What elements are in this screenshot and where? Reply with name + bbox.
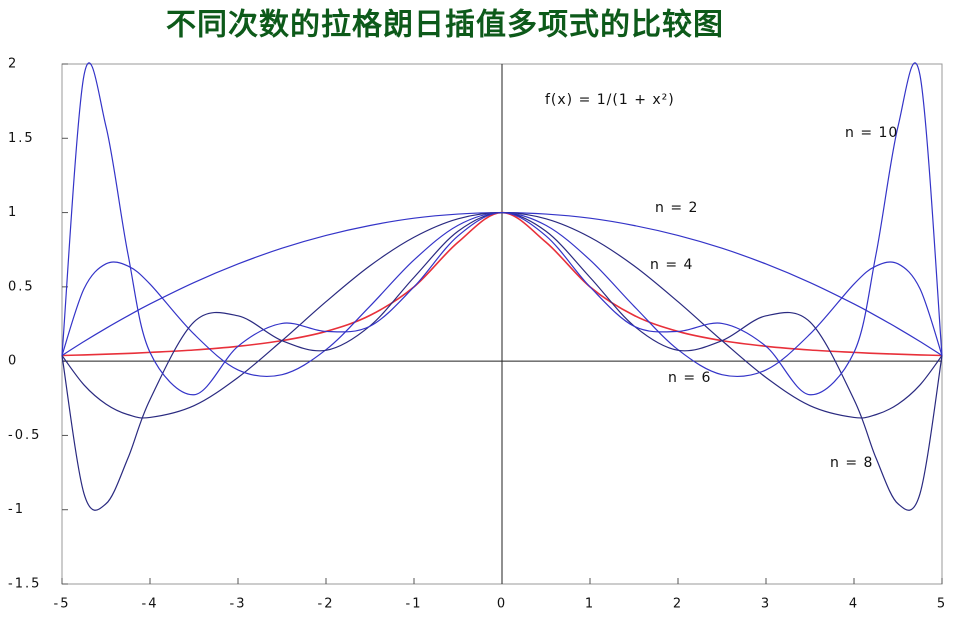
series-label: n = 4 xyxy=(650,257,693,273)
series-label: n = 2 xyxy=(655,200,698,216)
y-tick-label: -1.5 xyxy=(8,577,41,592)
x-tick-label: 5 xyxy=(937,597,947,612)
y-tick-label: 0.5 xyxy=(8,279,35,294)
x-tick-label: -2 xyxy=(318,597,335,612)
series-line xyxy=(61,62,943,396)
y-tick-label: -0.5 xyxy=(8,428,41,443)
x-tick-label: -5 xyxy=(54,597,71,612)
x-tick-label: -3 xyxy=(230,597,247,612)
x-tick-label: 3 xyxy=(761,597,771,612)
x-tick-label: -1 xyxy=(406,597,423,612)
series-label: f(x) = 1/(1 + x²) xyxy=(545,92,675,108)
x-tick-label: 1 xyxy=(585,597,595,612)
series-label: n = 6 xyxy=(668,370,711,386)
x-tick-label: -4 xyxy=(142,597,159,612)
y-tick-label: 2 xyxy=(8,57,18,72)
y-tick-label: 1 xyxy=(8,205,18,220)
x-tick-label: 0 xyxy=(497,597,507,612)
chart-title: 不同次数的拉格朗日插值多项式的比较图 xyxy=(166,8,724,43)
y-tick-label: -1 xyxy=(8,502,25,517)
x-tick-label: 2 xyxy=(673,597,683,612)
y-tick-label: 0 xyxy=(8,354,18,369)
series-label: n = 10 xyxy=(845,125,898,141)
x-tick-label: 4 xyxy=(849,597,859,612)
series-label: n = 8 xyxy=(830,455,873,471)
y-tick-label: 1.5 xyxy=(8,131,35,146)
